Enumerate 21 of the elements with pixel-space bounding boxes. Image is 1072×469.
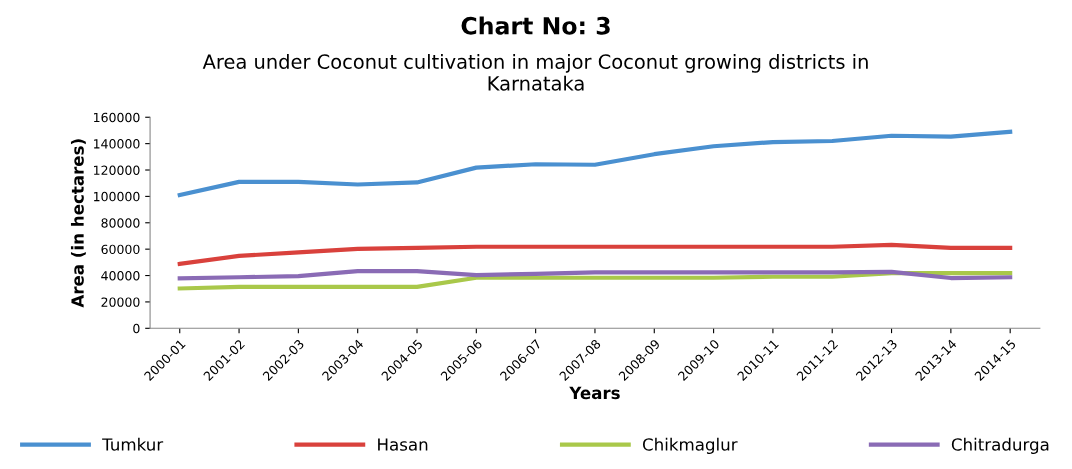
line-series bbox=[177, 269, 1013, 281]
y-tick-label: 40000 bbox=[101, 271, 140, 281]
y-tick-label: 160000 bbox=[94, 112, 140, 123]
legend-label: Chikmaglur bbox=[642, 437, 738, 454]
y-tick-label: 140000 bbox=[94, 139, 140, 149]
legend-label: Tumkur bbox=[102, 437, 164, 451]
legend-label: Hasan bbox=[378, 438, 428, 451]
line-series bbox=[177, 129, 1013, 198]
chart-title: Chart No: 3 bbox=[461, 16, 610, 35]
y-tick-label: 0 bbox=[133, 323, 140, 334]
y-axis-title: Area (in hectares) bbox=[70, 139, 86, 308]
chart-subtitle: Area under Coconut cultivation in major Coconut growing districts in Karnataka bbox=[202, 53, 868, 91]
legend-label: Chitradurga bbox=[951, 437, 1049, 454]
line-series bbox=[177, 242, 1013, 267]
line-series bbox=[177, 271, 1013, 291]
y-tick-label: 80000 bbox=[101, 218, 140, 228]
y-tick-label: 20000 bbox=[101, 297, 140, 307]
y-tick-label: 120000 bbox=[94, 165, 140, 175]
y-tick-label: 100000 bbox=[94, 191, 140, 202]
x-axis-title: Years bbox=[569, 386, 620, 400]
y-tick-label: 60000 bbox=[101, 244, 140, 255]
